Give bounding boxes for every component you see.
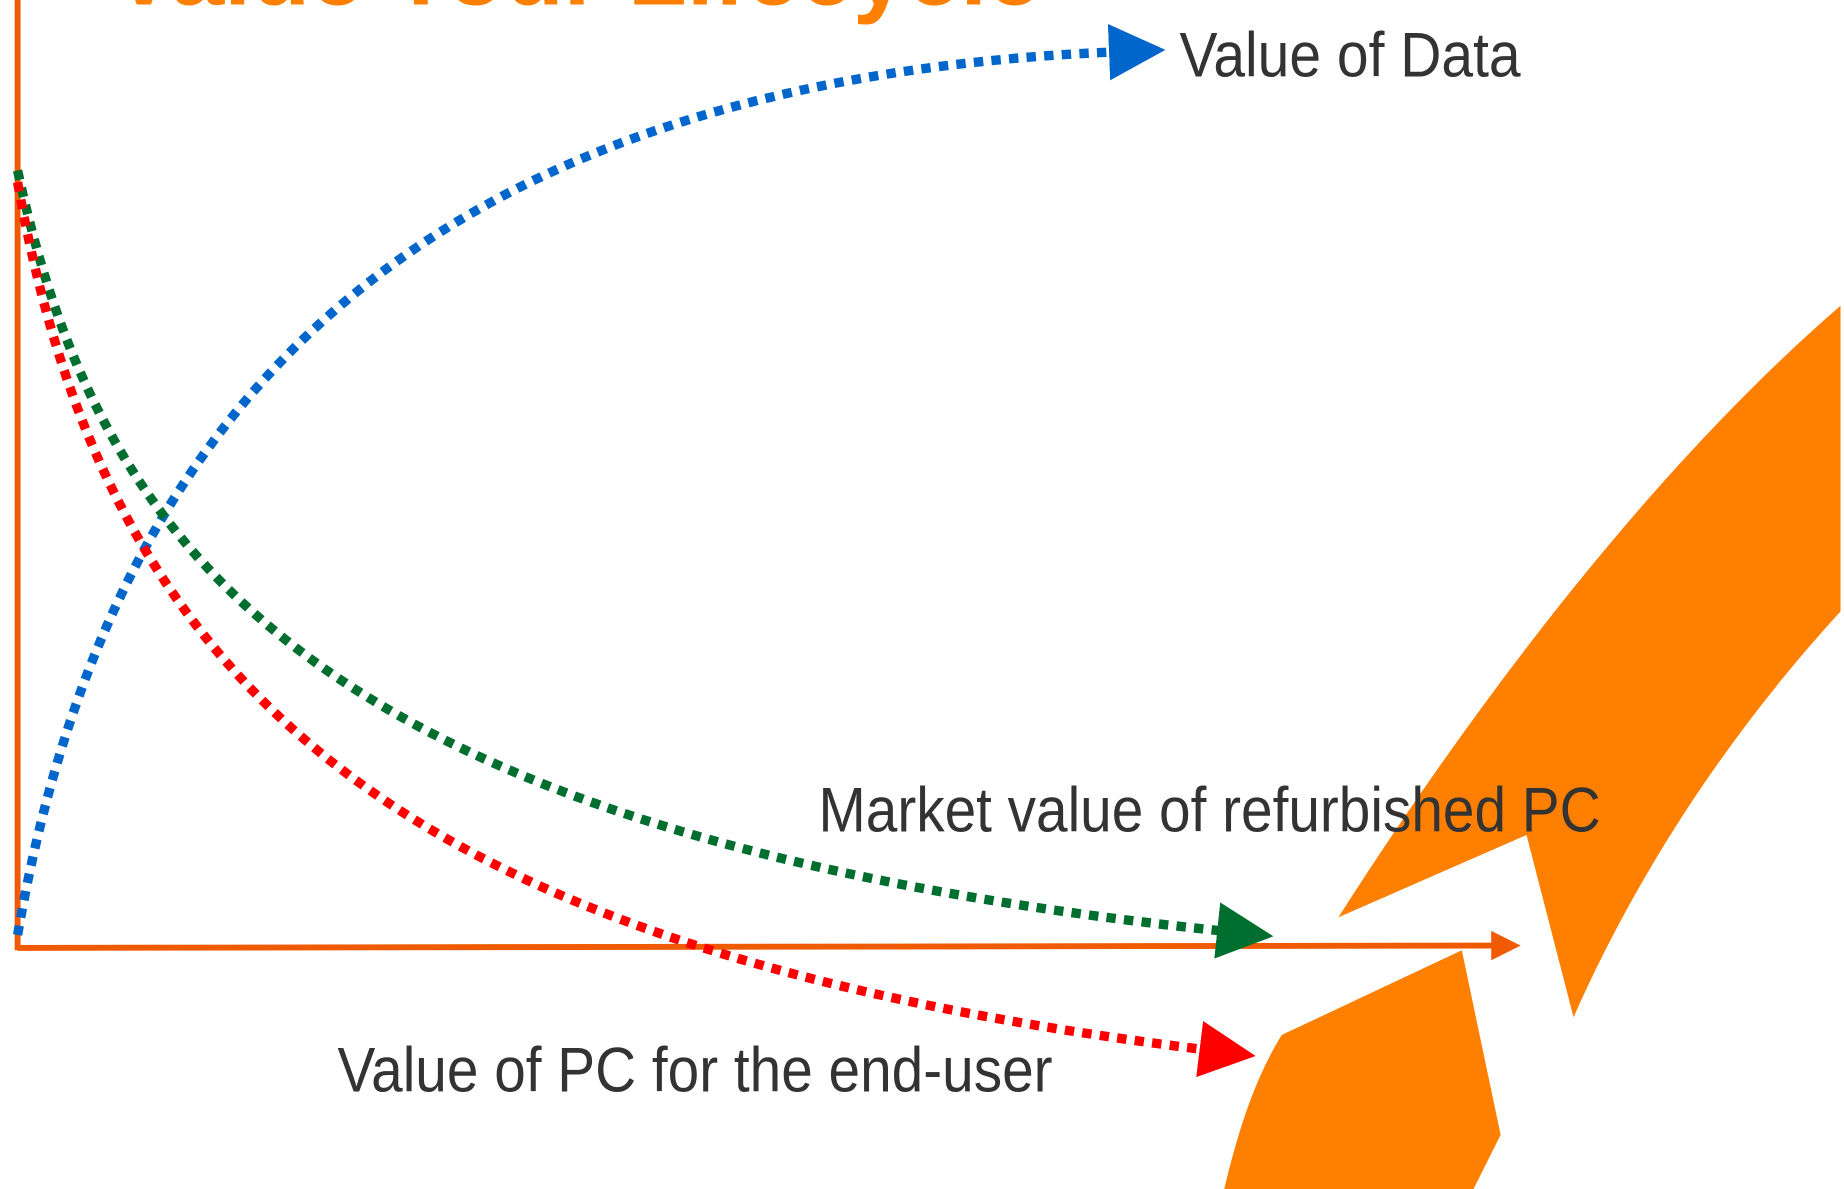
- swoosh-upper: [1338, 305, 1841, 1018]
- label-data: Value of Data: [1180, 20, 1522, 90]
- title: Value Your Lifecycle: [112, 0, 1041, 26]
- label-enduser: Value of PC for the end-user: [337, 1035, 1052, 1105]
- x-axis: [17, 930, 1521, 961]
- label-market: Market value of refurbished PC: [819, 775, 1601, 845]
- swoosh-lower: [1224, 950, 1501, 1189]
- data-value-curve: [12, 23, 1166, 936]
- enduser-value-curve: [12, 181, 1256, 1078]
